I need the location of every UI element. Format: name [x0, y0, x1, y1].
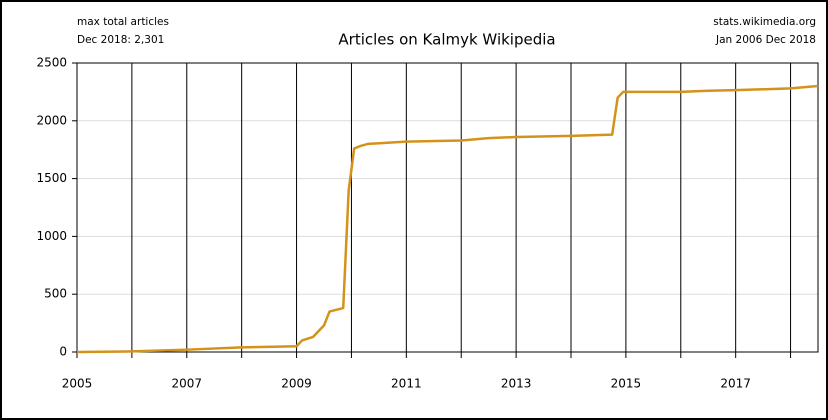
- y-tick-label: 1000: [36, 229, 67, 243]
- x-tick-label: 2007: [172, 377, 203, 391]
- annotation: stats.wikimedia.org: [713, 16, 816, 28]
- y-tick-label: 1500: [36, 171, 67, 185]
- x-tick-label: 2015: [611, 377, 642, 391]
- x-tick-label: 2009: [281, 377, 312, 391]
- annotation: Dec 2018: 2,301: [77, 34, 164, 46]
- x-tick-label: 2005: [62, 377, 93, 391]
- plot-frame: [76, 62, 819, 353]
- x-tick-label: 2017: [720, 377, 751, 391]
- y-tick-label: 2000: [36, 113, 67, 127]
- annotation: max total articles: [77, 16, 169, 28]
- y-tick-label: 0: [59, 345, 67, 359]
- chart-title: Articles on Kalmyk Wikipedia: [338, 31, 555, 49]
- line: [76, 84, 819, 354]
- x-tick-label: 2011: [391, 377, 422, 391]
- x-tick-label: 2013: [501, 377, 532, 391]
- y-tick-label: 500: [44, 287, 67, 301]
- y-tick-label: 2500: [36, 56, 67, 70]
- annotation: Jan 2006 Dec 2018: [715, 34, 816, 46]
